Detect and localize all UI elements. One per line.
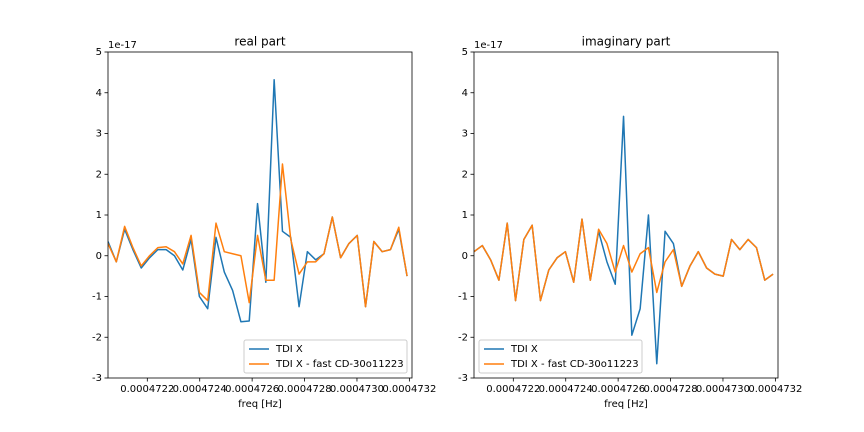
y-tick-label: 5 bbox=[96, 47, 102, 58]
x-tick-label: 0.0004724 bbox=[173, 384, 227, 395]
axes-title: imaginary part bbox=[582, 35, 671, 49]
x-tick-label: 0.0004722 bbox=[120, 384, 174, 395]
y-offset-label: 1e-17 bbox=[108, 40, 137, 51]
x-axis-label: freq [Hz] bbox=[238, 399, 282, 410]
plot-area bbox=[108, 78, 408, 323]
y-tick-label: 4 bbox=[462, 88, 468, 99]
x-tick-label: 0.0004730 bbox=[330, 384, 384, 395]
y-tick-label: -1 bbox=[458, 292, 468, 303]
x-tick-label: 0.0004730 bbox=[696, 384, 750, 395]
y-tick-label: -2 bbox=[458, 332, 468, 343]
plot-area bbox=[474, 115, 774, 365]
y-offset-label: 1e-17 bbox=[474, 40, 503, 51]
y-tick-label: -2 bbox=[92, 332, 102, 343]
x-tick-label: 0.0004728 bbox=[644, 384, 698, 395]
y-tick-label: 0 bbox=[96, 251, 102, 262]
data-line bbox=[474, 218, 774, 302]
legend-label: TDI X bbox=[275, 344, 303, 355]
x-axis-label: freq [Hz] bbox=[604, 399, 648, 410]
y-tick-label: 1 bbox=[96, 210, 102, 221]
x-tick-label: 0.0004732 bbox=[382, 384, 436, 395]
x-tick-label: 0.0004722 bbox=[486, 384, 540, 395]
y-tick-label: 2 bbox=[96, 169, 102, 180]
legend-label: TDI X - fast CD-30o11223 bbox=[275, 359, 404, 370]
y-tick-label: 1 bbox=[462, 210, 468, 221]
y-tick-label: 0 bbox=[462, 251, 468, 262]
data-line bbox=[108, 163, 408, 308]
y-tick-label: 5 bbox=[462, 47, 468, 58]
y-tick-label: 4 bbox=[96, 88, 102, 99]
x-tick-label: 0.0004726 bbox=[225, 384, 279, 395]
y-tick-label: -3 bbox=[92, 373, 102, 384]
legend-box bbox=[478, 339, 643, 374]
x-tick-label: 0.0004732 bbox=[748, 384, 802, 395]
legend-box bbox=[243, 339, 408, 374]
x-tick-label: 0.0004724 bbox=[539, 384, 593, 395]
x-tick-label: 0.0004726 bbox=[591, 384, 645, 395]
y-tick-label: -1 bbox=[92, 292, 102, 303]
x-tick-label: 0.0004728 bbox=[278, 384, 332, 395]
legend-label: TDI X bbox=[510, 344, 538, 355]
legend-label: TDI X - fast CD-30o11223 bbox=[510, 359, 639, 370]
y-tick-label: -3 bbox=[458, 373, 468, 384]
y-tick-label: 3 bbox=[96, 129, 102, 140]
axes-title: real part bbox=[234, 35, 285, 49]
axes-frame bbox=[107, 51, 413, 379]
y-tick-label: 3 bbox=[462, 129, 468, 140]
data-line bbox=[108, 78, 408, 323]
axes-frame bbox=[473, 51, 779, 379]
data-line bbox=[474, 115, 774, 365]
y-tick-label: 2 bbox=[462, 169, 468, 180]
